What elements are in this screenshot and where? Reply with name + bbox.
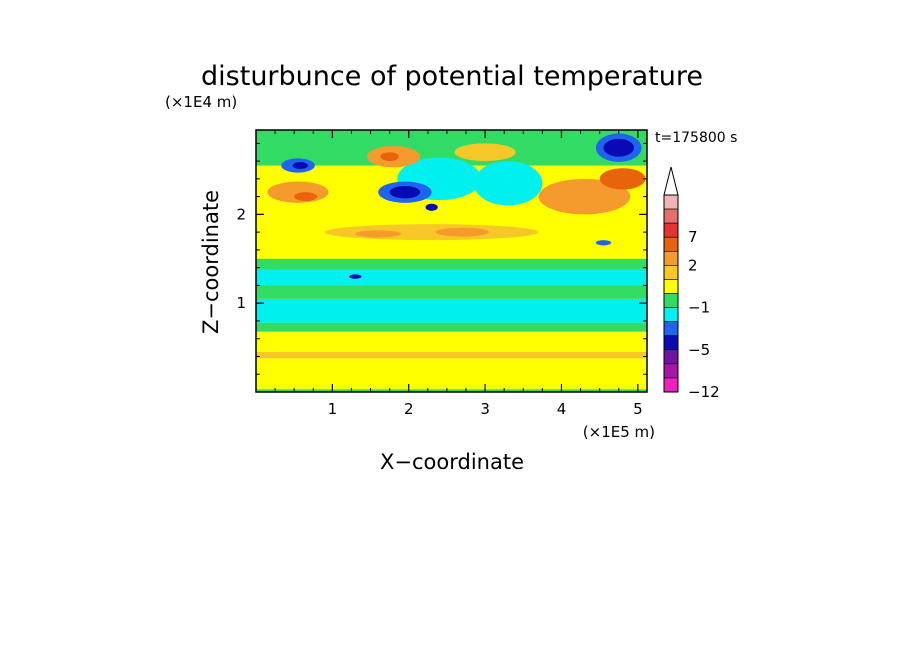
y-tick-label: 2 <box>236 205 246 223</box>
colorbar-swatch <box>663 279 679 294</box>
contour-cell <box>454 143 516 162</box>
colorbar-label: 2 <box>688 256 698 274</box>
contour-band <box>256 322 647 332</box>
contour-cell <box>538 178 631 215</box>
contour-cell <box>595 240 612 246</box>
contour-cell <box>599 168 646 190</box>
y-axis-label: Z−coordinate <box>199 190 223 334</box>
x-axis-label: X−coordinate <box>380 450 524 474</box>
contour-field <box>256 130 647 392</box>
contour-band <box>256 258 647 270</box>
x-tick-label: 2 <box>404 400 414 418</box>
y-tick-label: 1 <box>236 294 246 312</box>
colorbar-swatch <box>663 335 679 351</box>
colorbar: 7 2 −1 −5 −12 <box>663 166 720 401</box>
axes: 1 2 3 4 5 1 2 <box>236 130 647 418</box>
contour-cell <box>380 152 399 162</box>
x-tick-label: 5 <box>633 400 643 418</box>
colorbar-frame <box>663 194 679 393</box>
x-unit-label: (×1E5 m) <box>583 423 655 441</box>
contour-cell <box>292 161 308 170</box>
colorbar-label: −1 <box>688 299 710 317</box>
colorbar-swatch <box>663 222 679 238</box>
contour-cell <box>355 230 402 238</box>
contour-cell <box>349 274 362 279</box>
colorbar-label: −5 <box>688 341 710 359</box>
colorbar-label: 7 <box>688 228 698 246</box>
contour-cell <box>425 203 438 211</box>
colorbar-swatch <box>663 194 679 210</box>
contour-cell <box>324 224 539 241</box>
colorbar-swatch <box>663 250 679 266</box>
colorbar-swatch <box>663 349 679 365</box>
x-tick-label: 4 <box>557 400 567 418</box>
colorbar-label: −12 <box>688 383 720 401</box>
contour-cell <box>389 185 421 199</box>
contour-band <box>256 352 647 359</box>
colorbar-swatch <box>663 377 679 393</box>
colorbar-swatch <box>663 321 679 337</box>
colorbar-extend-arrow <box>663 166 679 196</box>
contour-cell <box>294 192 318 202</box>
chart-title: disturbunce of potential temperature <box>201 61 703 92</box>
contour-cell <box>603 138 635 157</box>
time-label: t=175800 s <box>655 130 737 146</box>
contour-band <box>256 389 647 392</box>
colorbar-swatch <box>663 293 679 308</box>
contour-band <box>256 285 647 299</box>
colorbar-swatch <box>663 363 679 379</box>
colorbar-swatch <box>663 307 679 322</box>
contour-cell <box>473 161 543 206</box>
colorbar-swatch <box>663 236 679 252</box>
x-tick-label: 3 <box>480 400 490 418</box>
colorbar-swatch <box>663 265 679 280</box>
contour-band <box>256 298 647 323</box>
contour-band <box>256 269 647 286</box>
contour-cell <box>435 227 489 237</box>
y-unit-label: (×1E4 m) <box>165 93 237 111</box>
colorbar-swatch <box>663 208 679 224</box>
x-tick-label: 1 <box>328 400 338 418</box>
plot-frame <box>255 129 648 393</box>
